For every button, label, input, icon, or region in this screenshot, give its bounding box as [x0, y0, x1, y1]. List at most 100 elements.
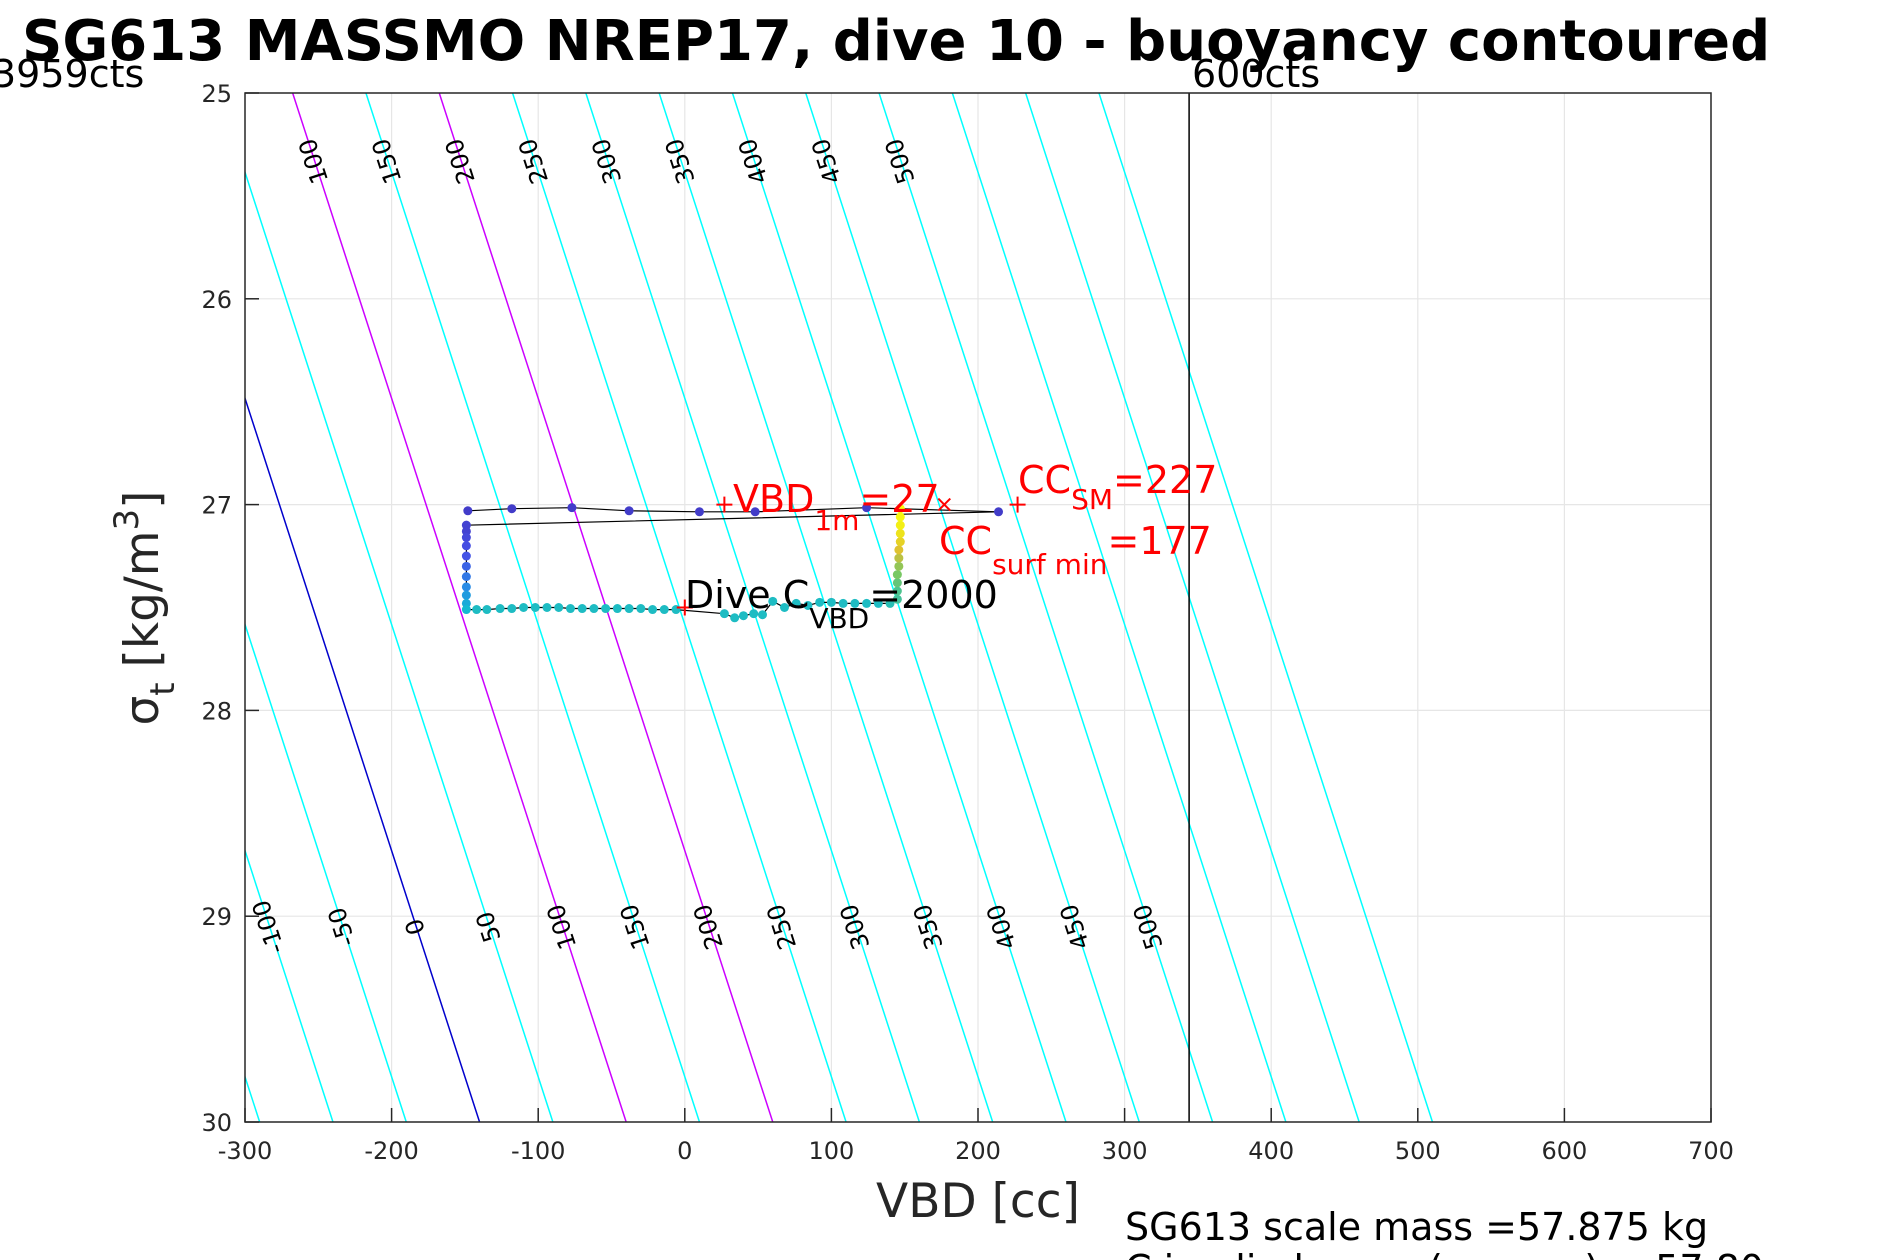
plus-marker	[1009, 496, 1026, 513]
data-point	[461, 561, 471, 571]
buoyancy-contour	[731, 93, 1067, 1122]
data-point	[850, 598, 860, 608]
data-point	[461, 526, 471, 536]
data-point	[461, 572, 471, 582]
data-point	[612, 604, 622, 614]
data-point	[519, 603, 529, 612]
y-tick-label: 26	[201, 286, 232, 314]
x-axis-label: VBD [cc]	[876, 1174, 1080, 1229]
data-point	[838, 598, 848, 608]
data-point	[895, 537, 905, 547]
data-point	[624, 604, 634, 614]
data-point	[892, 586, 902, 596]
buoyancy-contour	[245, 848, 334, 1122]
data-point	[895, 528, 905, 538]
data-point	[463, 506, 473, 516]
footer-implied-mass: C implied mass (apogee) = 57.80	[1125, 1247, 1764, 1260]
data-point	[873, 598, 883, 608]
chart-title: SG613 MASSMO NREP17, dive 10 - buoyancy …	[22, 9, 1770, 74]
data-point	[461, 541, 471, 551]
data-point	[461, 590, 471, 600]
data-point	[862, 503, 872, 513]
data-points	[461, 503, 1004, 623]
data-point	[750, 507, 760, 517]
data-point	[895, 520, 905, 530]
data-point	[567, 503, 577, 513]
data-point	[671, 605, 681, 615]
x-tick-label: 700	[1688, 1137, 1734, 1165]
y-tick-labels: 25 26 27 28 29 30	[201, 80, 232, 1137]
data-point	[461, 605, 471, 615]
x-marker	[937, 497, 951, 512]
data-point	[895, 504, 905, 514]
data-point	[791, 598, 801, 608]
data-point	[554, 603, 564, 612]
buoyancy-contour	[245, 622, 407, 1122]
data-point	[894, 553, 904, 563]
corner-label-right: 600cts	[1192, 52, 1320, 96]
data-point	[461, 551, 471, 561]
data-point	[892, 594, 902, 604]
data-point	[826, 597, 836, 607]
x-tick-label: 200	[955, 1137, 1001, 1165]
x-tick-labels: -300 -200 -100 0 100 200 300 400 500 600 700	[218, 1137, 1734, 1165]
data-point	[530, 603, 540, 612]
ticks	[244, 92, 1712, 1123]
data-point	[482, 605, 492, 615]
data-point	[815, 597, 825, 607]
buoyancy-contour	[585, 93, 921, 1122]
annotation-dive-c-vbd: Dive CVBD=2000	[685, 573, 998, 635]
data-point	[768, 596, 778, 606]
data-point	[885, 598, 895, 608]
data-point	[636, 604, 646, 614]
x-tick-label: 0	[677, 1137, 692, 1165]
annotation-vbd1m: VBD1m=27	[733, 477, 940, 537]
data-point	[749, 609, 759, 619]
data-point	[694, 507, 704, 517]
buoyancy-contour	[878, 93, 1214, 1122]
data-point	[577, 604, 587, 614]
reference-markers	[676, 496, 1026, 616]
buoyancy-contour-highlight	[291, 93, 627, 1122]
data-point	[507, 504, 517, 514]
data-point	[461, 533, 471, 543]
x-tick-label: 400	[1248, 1137, 1294, 1165]
corner-label-left: 3959cts	[0, 52, 144, 96]
data-point	[994, 507, 1004, 517]
data-point	[507, 604, 517, 614]
buoyancy-contour	[805, 93, 1140, 1122]
y-tick-label: 29	[201, 903, 232, 931]
data-point	[495, 604, 505, 614]
y-tick-label: 30	[201, 1109, 232, 1137]
data-point	[565, 604, 575, 614]
data-point	[461, 598, 471, 608]
data-point	[894, 545, 904, 555]
buoyancy-contour	[1024, 93, 1360, 1122]
buoyancy-contour	[658, 93, 994, 1122]
data-point	[803, 600, 813, 610]
y-tick-label: 25	[201, 80, 232, 108]
data-point	[624, 506, 634, 516]
data-point	[757, 610, 767, 620]
data-point	[779, 603, 789, 612]
plus-marker	[716, 496, 733, 513]
annotation-cc-sm: CCSM=227	[1018, 458, 1217, 516]
buoyancy-contour	[245, 169, 554, 1122]
data-point	[542, 603, 552, 612]
y-tick-label: 27	[201, 492, 232, 520]
data-point	[892, 578, 902, 588]
data-point	[730, 613, 740, 623]
buoyancy-contour	[1098, 93, 1434, 1122]
x-tick-label: 500	[1395, 1137, 1441, 1165]
x-tick-label: -300	[218, 1137, 272, 1165]
data-point	[601, 604, 611, 614]
data-point	[648, 605, 658, 615]
data-point	[461, 582, 471, 592]
x-tick-label: 100	[808, 1137, 854, 1165]
grid	[245, 93, 1711, 1122]
annotation-cc-surf-min: CCsurf min=177	[939, 519, 1212, 581]
data-point	[895, 512, 905, 522]
plus-marker	[676, 599, 693, 616]
zero-buoyancy-contour	[245, 395, 481, 1122]
